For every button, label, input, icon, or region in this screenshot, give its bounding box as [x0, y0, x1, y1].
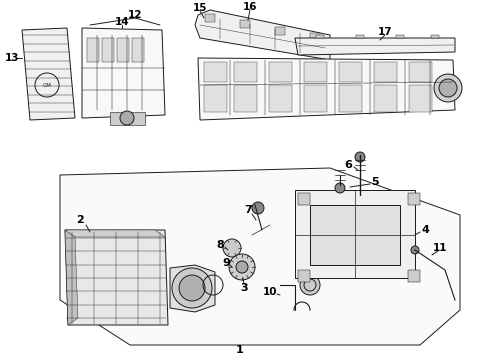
Polygon shape: [295, 38, 455, 55]
Polygon shape: [374, 85, 397, 112]
Polygon shape: [304, 85, 327, 112]
Polygon shape: [82, 28, 165, 118]
Polygon shape: [409, 62, 432, 82]
Polygon shape: [339, 62, 362, 82]
Text: 1: 1: [236, 345, 244, 355]
Polygon shape: [374, 62, 397, 82]
Circle shape: [120, 111, 134, 125]
Circle shape: [179, 275, 205, 301]
Text: 13: 13: [5, 53, 19, 63]
Circle shape: [439, 79, 457, 97]
Polygon shape: [304, 62, 327, 82]
Text: 5: 5: [371, 177, 379, 187]
Polygon shape: [170, 265, 215, 312]
Circle shape: [229, 254, 255, 280]
Text: 10: 10: [263, 287, 277, 297]
Polygon shape: [204, 62, 227, 82]
Polygon shape: [65, 230, 168, 325]
Polygon shape: [316, 35, 324, 38]
Circle shape: [434, 74, 462, 102]
Text: 12: 12: [128, 10, 142, 20]
Text: 4: 4: [421, 225, 429, 235]
Polygon shape: [234, 85, 257, 112]
Polygon shape: [22, 28, 75, 120]
Text: 8: 8: [216, 240, 224, 250]
Polygon shape: [65, 230, 165, 237]
Polygon shape: [102, 38, 114, 62]
Circle shape: [252, 202, 264, 214]
Text: 15: 15: [193, 3, 207, 13]
Polygon shape: [408, 270, 420, 282]
Polygon shape: [275, 27, 285, 35]
Text: 14: 14: [115, 17, 129, 27]
Text: 16: 16: [243, 2, 257, 12]
Polygon shape: [205, 14, 215, 22]
Text: 17: 17: [378, 27, 392, 37]
Polygon shape: [65, 230, 78, 325]
Polygon shape: [396, 35, 404, 38]
Polygon shape: [198, 58, 455, 120]
Polygon shape: [408, 193, 420, 205]
Text: 11: 11: [433, 243, 447, 253]
Polygon shape: [298, 193, 310, 205]
Circle shape: [172, 268, 212, 308]
Polygon shape: [339, 85, 362, 112]
Circle shape: [223, 239, 241, 257]
Polygon shape: [356, 35, 364, 38]
Polygon shape: [269, 62, 292, 82]
Text: 3: 3: [240, 283, 248, 293]
Polygon shape: [269, 85, 292, 112]
Polygon shape: [295, 190, 415, 278]
Text: GM: GM: [43, 82, 51, 87]
Circle shape: [411, 246, 419, 254]
Polygon shape: [132, 38, 144, 62]
Polygon shape: [117, 38, 129, 62]
Polygon shape: [87, 38, 99, 62]
Polygon shape: [110, 112, 145, 125]
Polygon shape: [310, 33, 320, 41]
Circle shape: [335, 183, 345, 193]
Polygon shape: [60, 168, 460, 345]
Text: 9: 9: [222, 258, 230, 268]
Circle shape: [236, 261, 248, 273]
Polygon shape: [204, 85, 227, 112]
Polygon shape: [409, 85, 432, 112]
Polygon shape: [298, 270, 310, 282]
Text: 7: 7: [244, 205, 252, 215]
Circle shape: [300, 275, 320, 295]
Polygon shape: [240, 21, 250, 28]
Text: 2: 2: [76, 215, 84, 225]
Polygon shape: [195, 10, 330, 60]
Polygon shape: [234, 62, 257, 82]
Circle shape: [355, 152, 365, 162]
Text: 6: 6: [344, 160, 352, 170]
Polygon shape: [310, 205, 400, 265]
Polygon shape: [431, 35, 439, 38]
